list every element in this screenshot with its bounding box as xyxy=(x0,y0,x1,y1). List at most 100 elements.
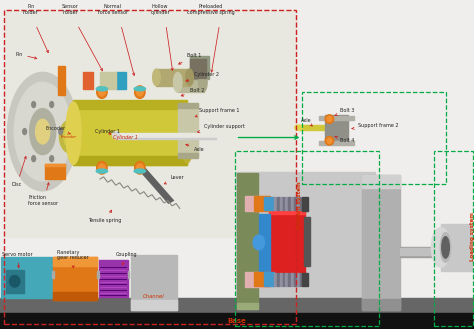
Text: Tensile spring: Tensile spring xyxy=(88,210,121,223)
Ellipse shape xyxy=(14,82,71,181)
Bar xyxy=(269,206,305,278)
Ellipse shape xyxy=(97,162,107,174)
Text: Preloaded
compressive spring: Preloaded compressive spring xyxy=(187,4,235,15)
Ellipse shape xyxy=(60,120,81,153)
Bar xyxy=(400,247,442,257)
Ellipse shape xyxy=(50,156,54,162)
Bar xyxy=(235,151,379,326)
Ellipse shape xyxy=(64,126,77,147)
Bar xyxy=(58,66,65,95)
Ellipse shape xyxy=(66,102,81,164)
Bar xyxy=(299,125,341,130)
Text: Bolt 3: Bolt 3 xyxy=(335,108,355,115)
Bar xyxy=(254,272,270,286)
Bar xyxy=(291,197,293,210)
Ellipse shape xyxy=(442,237,449,258)
Bar xyxy=(277,197,279,210)
Bar xyxy=(1,257,52,298)
Bar xyxy=(294,273,296,286)
Bar xyxy=(128,271,129,278)
Text: Servo motor: Servo motor xyxy=(2,252,33,268)
Bar xyxy=(116,138,216,139)
Ellipse shape xyxy=(327,116,332,122)
Ellipse shape xyxy=(199,72,207,92)
Bar xyxy=(53,292,97,300)
Text: Base: Base xyxy=(228,318,246,324)
Bar xyxy=(362,175,400,310)
Bar xyxy=(45,164,65,166)
Ellipse shape xyxy=(96,169,108,173)
Bar xyxy=(297,273,299,286)
Bar xyxy=(4,10,296,324)
Ellipse shape xyxy=(9,276,20,287)
Text: Lever: Lever xyxy=(164,175,184,184)
Bar xyxy=(325,115,348,143)
Bar xyxy=(178,153,198,158)
Ellipse shape xyxy=(112,132,120,139)
Bar xyxy=(280,273,282,286)
Text: Cylinder 2: Cylinder 2 xyxy=(186,71,219,82)
Text: Friction system: Friction system xyxy=(297,182,302,229)
Text: Bolt 4: Bolt 4 xyxy=(335,136,355,143)
Ellipse shape xyxy=(50,102,54,108)
Bar xyxy=(194,59,196,78)
Text: Bolt 2: Bolt 2 xyxy=(181,88,204,96)
Bar xyxy=(269,206,305,214)
Bar xyxy=(319,141,354,145)
Bar xyxy=(274,197,276,210)
Bar xyxy=(6,270,24,293)
Bar xyxy=(205,59,206,78)
Bar xyxy=(283,273,284,286)
Bar xyxy=(131,255,177,310)
Bar xyxy=(97,271,99,278)
Bar xyxy=(199,59,200,78)
Bar xyxy=(288,273,290,286)
Text: Pin
holder: Pin holder xyxy=(23,4,39,15)
Bar xyxy=(297,197,299,210)
Ellipse shape xyxy=(29,109,55,155)
Text: Encoder: Encoder xyxy=(61,135,77,139)
Ellipse shape xyxy=(295,125,302,130)
Ellipse shape xyxy=(186,69,193,86)
Text: Axle: Axle xyxy=(186,144,205,152)
Bar xyxy=(100,72,116,89)
Bar xyxy=(294,197,296,210)
Ellipse shape xyxy=(153,69,160,86)
Ellipse shape xyxy=(99,88,105,96)
Ellipse shape xyxy=(32,156,36,162)
Text: Bolt 1: Bolt 1 xyxy=(179,53,201,64)
Text: Pin: Pin xyxy=(15,52,37,59)
Ellipse shape xyxy=(327,138,332,143)
Text: Loading system: Loading system xyxy=(470,213,474,261)
Ellipse shape xyxy=(325,115,334,123)
Ellipse shape xyxy=(99,164,105,172)
Bar xyxy=(0,298,474,313)
Bar xyxy=(52,271,54,278)
Bar xyxy=(5,10,296,237)
Bar xyxy=(53,257,97,300)
Bar xyxy=(236,172,375,310)
Bar xyxy=(288,197,290,210)
Text: Coupling: Coupling xyxy=(116,252,138,265)
Bar xyxy=(362,175,400,188)
Text: Support frame 1: Support frame 1 xyxy=(195,108,239,117)
Bar xyxy=(178,104,198,156)
Bar xyxy=(302,197,308,211)
Bar xyxy=(304,217,310,266)
Bar xyxy=(237,303,258,309)
Bar xyxy=(203,59,204,78)
Ellipse shape xyxy=(32,102,36,108)
Bar xyxy=(285,273,287,286)
Bar xyxy=(285,197,287,210)
Text: Axle: Axle xyxy=(301,117,312,126)
Bar xyxy=(131,300,177,310)
Bar xyxy=(254,196,270,211)
Bar xyxy=(196,59,198,78)
Bar xyxy=(178,103,198,108)
Bar xyxy=(302,92,446,184)
Bar xyxy=(441,224,472,271)
Bar xyxy=(283,197,284,210)
Bar xyxy=(156,69,190,86)
Bar xyxy=(83,72,93,89)
Bar xyxy=(362,299,400,310)
